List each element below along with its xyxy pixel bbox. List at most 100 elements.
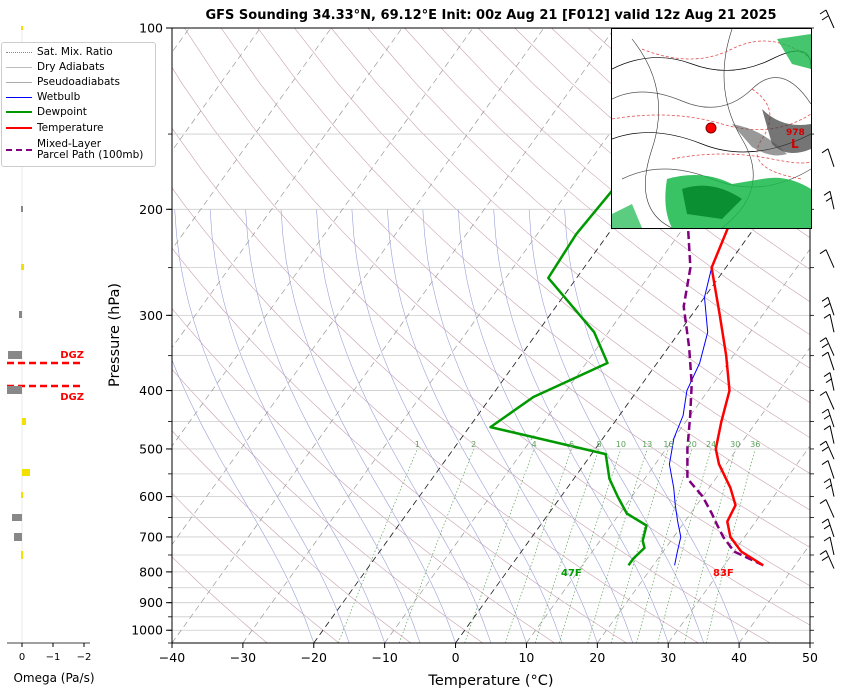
mixing-ratio-label: 13 [642, 440, 652, 449]
plot-frame [171, 27, 811, 644]
x-tick-label: 20 [589, 650, 605, 665]
dry-adiabat-line [172, 66, 810, 626]
wind-barb [819, 550, 835, 569]
pseudoadiabat-line [493, 209, 669, 643]
y-tick-label: 600 [139, 489, 163, 504]
wind-barb [819, 9, 835, 29]
mixing-ratio-label: 2 [471, 440, 476, 449]
wind-barb [823, 478, 835, 497]
wind-barb [819, 249, 835, 268]
pseudoadiabat-line [457, 209, 634, 643]
y-tick-label: 700 [139, 529, 163, 544]
isotherm-line [172, 28, 261, 152]
mixing-ratio-line [505, 448, 572, 643]
dry-adiabat-line [367, 28, 810, 403]
x-tick-label: 30 [660, 650, 676, 665]
legend-item-dry-adiabats: Dry Adiabats [6, 60, 105, 74]
x-tick-label: 0 [452, 650, 460, 665]
y-tick-label: 200 [139, 202, 163, 217]
isotherm-line [172, 28, 474, 447]
inset-low-label: L [791, 137, 799, 151]
mixing-ratio-line [337, 448, 418, 643]
isotherm-line [172, 28, 616, 643]
wind-barb [821, 518, 835, 538]
mixing-ratio-line [398, 448, 475, 643]
sounding-location-marker [705, 122, 717, 134]
mixing-ratio-line [636, 448, 693, 643]
wind-barb [819, 391, 835, 410]
omega-tick-1: −1 [46, 652, 61, 663]
wind-barb [823, 536, 835, 556]
mixing-ratio-label: 1 [415, 440, 420, 449]
pseudoadiabat-line [422, 209, 598, 643]
wind-barb [821, 408, 835, 428]
legend-swatch-sat-mix-ratio [6, 51, 32, 53]
mixing-ratio-line [683, 448, 736, 643]
dry-adiabat-line [172, 308, 555, 643]
mixing-ratio-label: 24 [706, 440, 716, 449]
dry-adiabat-line [330, 28, 810, 439]
dgz-label-upper: DGZ [60, 350, 84, 361]
wind-barb [821, 296, 835, 316]
legend-item-sat-mix-ratio: Sat. Mix. Ratio [6, 45, 113, 59]
axis-ticks: −40 −30 −20 −10 0 10 20 30 40 50 100 200 300 400 500 60… [131, 21, 818, 666]
wind-barbs [819, 9, 835, 569]
isotherm-line [172, 28, 403, 349]
dry-adiabat-line [257, 28, 810, 511]
x-tick-label: −40 [159, 650, 185, 665]
wind-barb [821, 460, 835, 479]
series-mixed-layer-parcel-path-100mb-line [663, 28, 764, 567]
mixing-ratio-label: 36 [750, 440, 760, 449]
dry-adiabat-line [477, 28, 810, 303]
pseudoadiabat-line [351, 209, 527, 643]
surface-temp-label: 83F [713, 568, 734, 579]
wind-barb [819, 337, 835, 356]
dry-adiabat-line [294, 28, 810, 474]
pseudoadiabat-line [280, 209, 456, 643]
pseudoadiabat-line [174, 209, 350, 643]
mixing-ratio-label: 8 [596, 440, 601, 449]
x-tick-label: 10 [518, 650, 534, 665]
inset-map: 978 L [611, 28, 812, 229]
y-tick-label: 500 [139, 441, 163, 456]
legend-swatch-wetbulb [6, 96, 32, 98]
y-tick-label: 1000 [131, 623, 163, 638]
dry-adiabat-line [184, 28, 810, 587]
mixing-ratio-label: 20 [687, 440, 697, 449]
isotherm-line [172, 28, 545, 546]
background-lines [172, 28, 810, 643]
legend-item-parcel-path: Mixed-Layer Parcel Path (100mb) [6, 137, 143, 163]
mixing-ratio-label: 30 [730, 440, 740, 449]
dry-adiabat-line [441, 28, 810, 336]
mixing-ratio-label: 16 [663, 440, 673, 449]
y-axis-label: Pressure (hPa) [107, 283, 123, 387]
mixing-ratio-line [558, 448, 622, 643]
y-tick-label: 900 [139, 595, 163, 610]
x-tick-label: 40 [731, 650, 747, 665]
wind-barb [823, 372, 835, 391]
legend-item-wetbulb: Wetbulb [6, 90, 80, 104]
dry-adiabat-line [172, 187, 699, 643]
legend-item-pseudoadiabats: Pseudoadiabats [6, 75, 120, 89]
mixing-ratio-line [464, 448, 535, 643]
x-tick-label: −10 [371, 650, 397, 665]
dry-adiabat-line [172, 247, 627, 643]
inset-low-pressure-value: 978 [786, 128, 805, 138]
mixing-ratio-line [610, 448, 669, 643]
isotherm-line [809, 642, 810, 643]
legend-item-dewpoint: Dewpoint [6, 105, 87, 119]
legend-swatch-parcel-path [6, 149, 32, 151]
mixing-ratio-labels: 1 2 4 6 8 10 13 16 20 24 30 36 [415, 440, 760, 449]
legend-swatch-pseudoadiabats [6, 81, 32, 83]
mixing-ratio-line [705, 448, 756, 643]
wind-barb [821, 351, 835, 371]
x-tick-label: −30 [230, 650, 256, 665]
omega-axis-label: Omega (Pa/s) [13, 671, 94, 685]
pseudoadiabat-line [172, 359, 315, 643]
pseudoadiabat-line [209, 209, 385, 643]
mixing-ratio-label: 4 [532, 440, 537, 449]
omega-tick-0: 0 [19, 652, 25, 663]
y-tick-label: 800 [139, 564, 163, 579]
legend-swatch-dry-adiabats [6, 66, 32, 68]
x-axis-label: Temperature (°C) [427, 673, 553, 689]
